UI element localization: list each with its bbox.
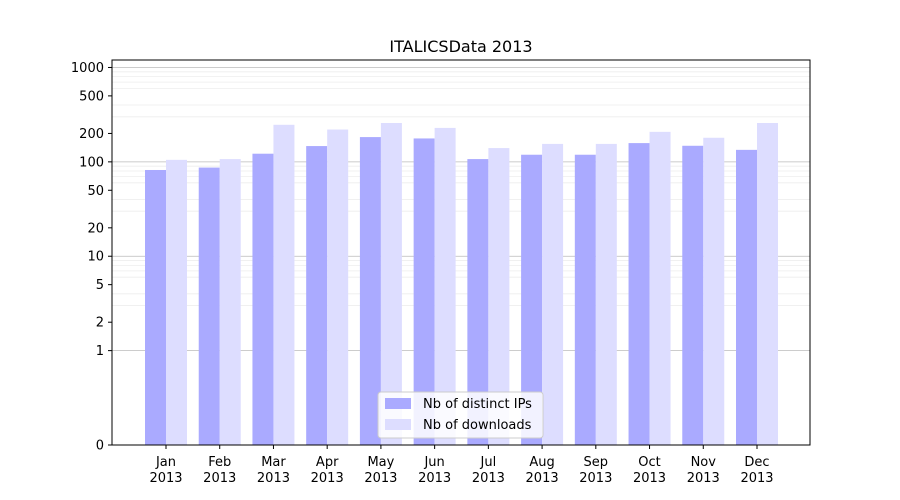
bar-downloads [273,124,295,446]
x-tick-label-year: 2013 [579,471,612,486]
bar-distinct-ips [413,138,435,445]
bar-distinct-ips [252,153,274,445]
y-tick-label: 200 [79,127,104,142]
x-tick-label-year: 2013 [633,471,666,486]
legend-label-ips: Nb of distinct IPs [423,397,532,412]
x-tick-label-month: Jul [480,455,497,470]
bar-downloads [649,131,671,446]
bar-downloads [219,159,241,445]
bar-downloads [703,137,725,445]
plot-frame [111,59,811,446]
legend-swatch-downloads [385,419,411,430]
bar-downloads [595,143,617,445]
bar-distinct-ips [736,149,757,445]
x-tick-label-month: Jan [155,455,176,470]
legend-label-downloads: Nb of downloads [423,418,532,433]
y-tick-label: 20 [87,221,104,236]
bar-distinct-ips [521,154,543,445]
bar-downloads [542,143,564,445]
legend-swatch-ips [385,398,411,409]
x-tick-label-month: Aug [529,455,554,470]
bar-distinct-ips [359,137,381,446]
bar-downloads [488,148,510,445]
x-axis: Jan2013Feb2013Mar2013Apr2013May2013Jun20… [149,445,774,486]
bar-downloads [757,123,778,445]
y-tick-label: 100 [79,155,104,170]
chart-title: ITALICSData 2013 [389,37,532,56]
x-tick-label-year: 2013 [418,471,451,486]
bars [145,123,778,446]
legend: Nb of distinct IPs Nb of downloads [377,391,544,439]
x-tick-label-month: Dec [744,455,769,470]
y-tick-label: 2 [96,316,104,331]
bar-distinct-ips [145,169,166,446]
x-tick-label-year: 2013 [687,471,720,486]
y-tick-label: 500 [79,89,104,104]
x-tick-label-month: May [367,455,394,470]
x-tick-label-month: Oct [638,455,660,470]
x-tick-label-month: Feb [208,455,231,470]
y-tick-label: 10 [87,250,104,265]
y-tick-label: 50 [87,184,104,199]
bar-downloads [166,159,187,446]
x-tick-label-month: Apr [316,455,339,470]
y-tick-label: 5 [96,278,104,293]
x-tick-label-year: 2013 [257,471,290,486]
bar-downloads [434,127,456,445]
x-tick-label-year: 2013 [740,471,773,486]
x-tick-label-year: 2013 [526,471,559,486]
y-tick-label: 1000 [71,61,104,76]
bar-distinct-ips [306,146,328,446]
x-tick-label-month: Mar [261,455,286,470]
bar-distinct-ips [682,145,704,446]
x-tick-label-month: Sep [584,455,609,470]
bar-downloads [327,129,349,446]
y-axis: 0 1 2 5 10 20 50 100 200 500 1000 [71,61,112,454]
y-tick-label: 1 [96,344,104,359]
x-tick-label-year: 2013 [472,471,505,486]
x-tick-label-year: 2013 [364,471,397,486]
bar-distinct-ips [467,159,489,445]
y-tick-label: 0 [96,439,104,454]
bar-downloads [380,123,402,445]
x-tick-label-month: Jun [423,455,444,470]
bar-distinct-ips [198,167,220,445]
x-tick-label-month: Nov [691,455,717,470]
x-tick-label-year: 2013 [203,471,236,486]
legend-box [377,391,544,439]
x-tick-label-year: 2013 [311,471,344,486]
x-tick-label-year: 2013 [149,471,182,486]
bar-distinct-ips [574,154,596,445]
bar-distinct-ips [628,143,650,445]
